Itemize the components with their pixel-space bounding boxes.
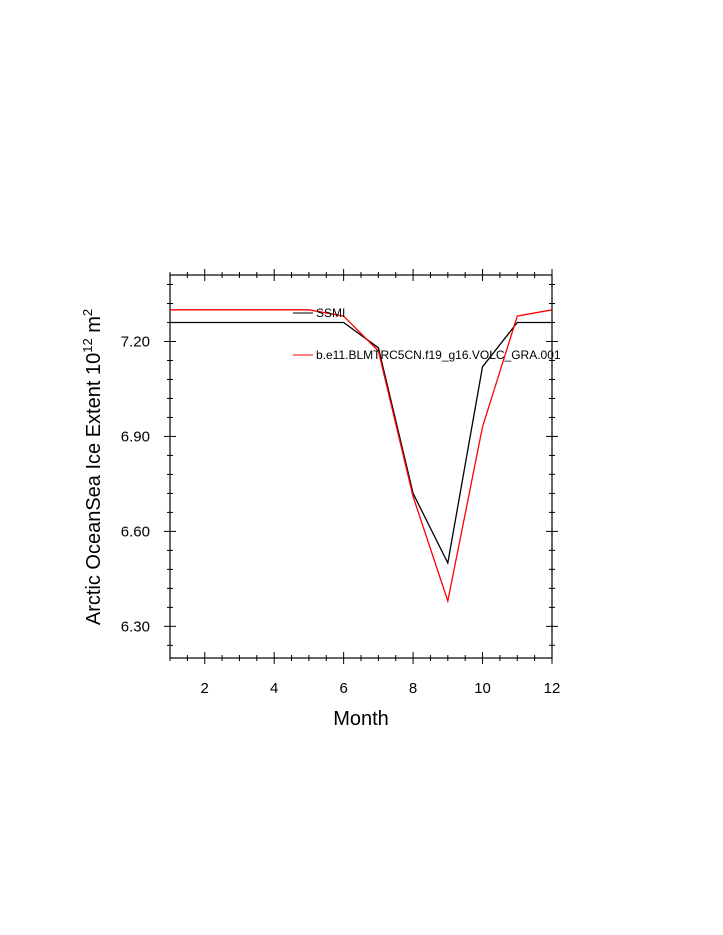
x-tick-label: 2 xyxy=(201,680,209,697)
y-tick-label: 7.20 xyxy=(121,333,150,350)
y-axis-title-unit: m xyxy=(83,316,105,338)
x-tick-label: 10 xyxy=(474,680,491,697)
series-line-model xyxy=(170,309,553,604)
axis-ticks xyxy=(164,269,558,664)
x-tick-label: 8 xyxy=(409,680,417,697)
legend-label-ssmi: SSMI xyxy=(316,306,345,320)
y-tick-label: 6.90 xyxy=(121,428,150,445)
y-tick-label: 6.30 xyxy=(121,618,150,635)
y-axis-title-exponent1: 12 xyxy=(80,338,95,352)
y-axis-title: Arctic OceanSea Ice Extent 1012 m2 xyxy=(80,309,105,625)
y-tick-label: 6.60 xyxy=(121,523,150,540)
tick-labels: 2 4 6 8 10 12 6.30 6.60 6.90 7.20 xyxy=(121,333,561,697)
y-axis-title-exponent2: 2 xyxy=(80,309,95,316)
x-tick-label: 12 xyxy=(544,680,561,697)
x-tick-label: 4 xyxy=(270,680,278,697)
plot-frame xyxy=(169,274,553,659)
x-tick-label: 6 xyxy=(339,680,347,697)
x-axis-title: Month xyxy=(333,708,389,730)
y-axis-title-prefix: Arctic OceanSea Ice Extent 10 xyxy=(83,353,105,625)
series-line-ssmi xyxy=(170,321,552,566)
legend-label-model: b.e11.BLMTRC5CN.f19_g16.VOLC_GRA.001 xyxy=(316,348,561,362)
legend: SSMI b.e11.BLMTRC5CN.f19_g16.VOLC_GRA.00… xyxy=(293,306,561,362)
series-lines xyxy=(170,309,553,604)
